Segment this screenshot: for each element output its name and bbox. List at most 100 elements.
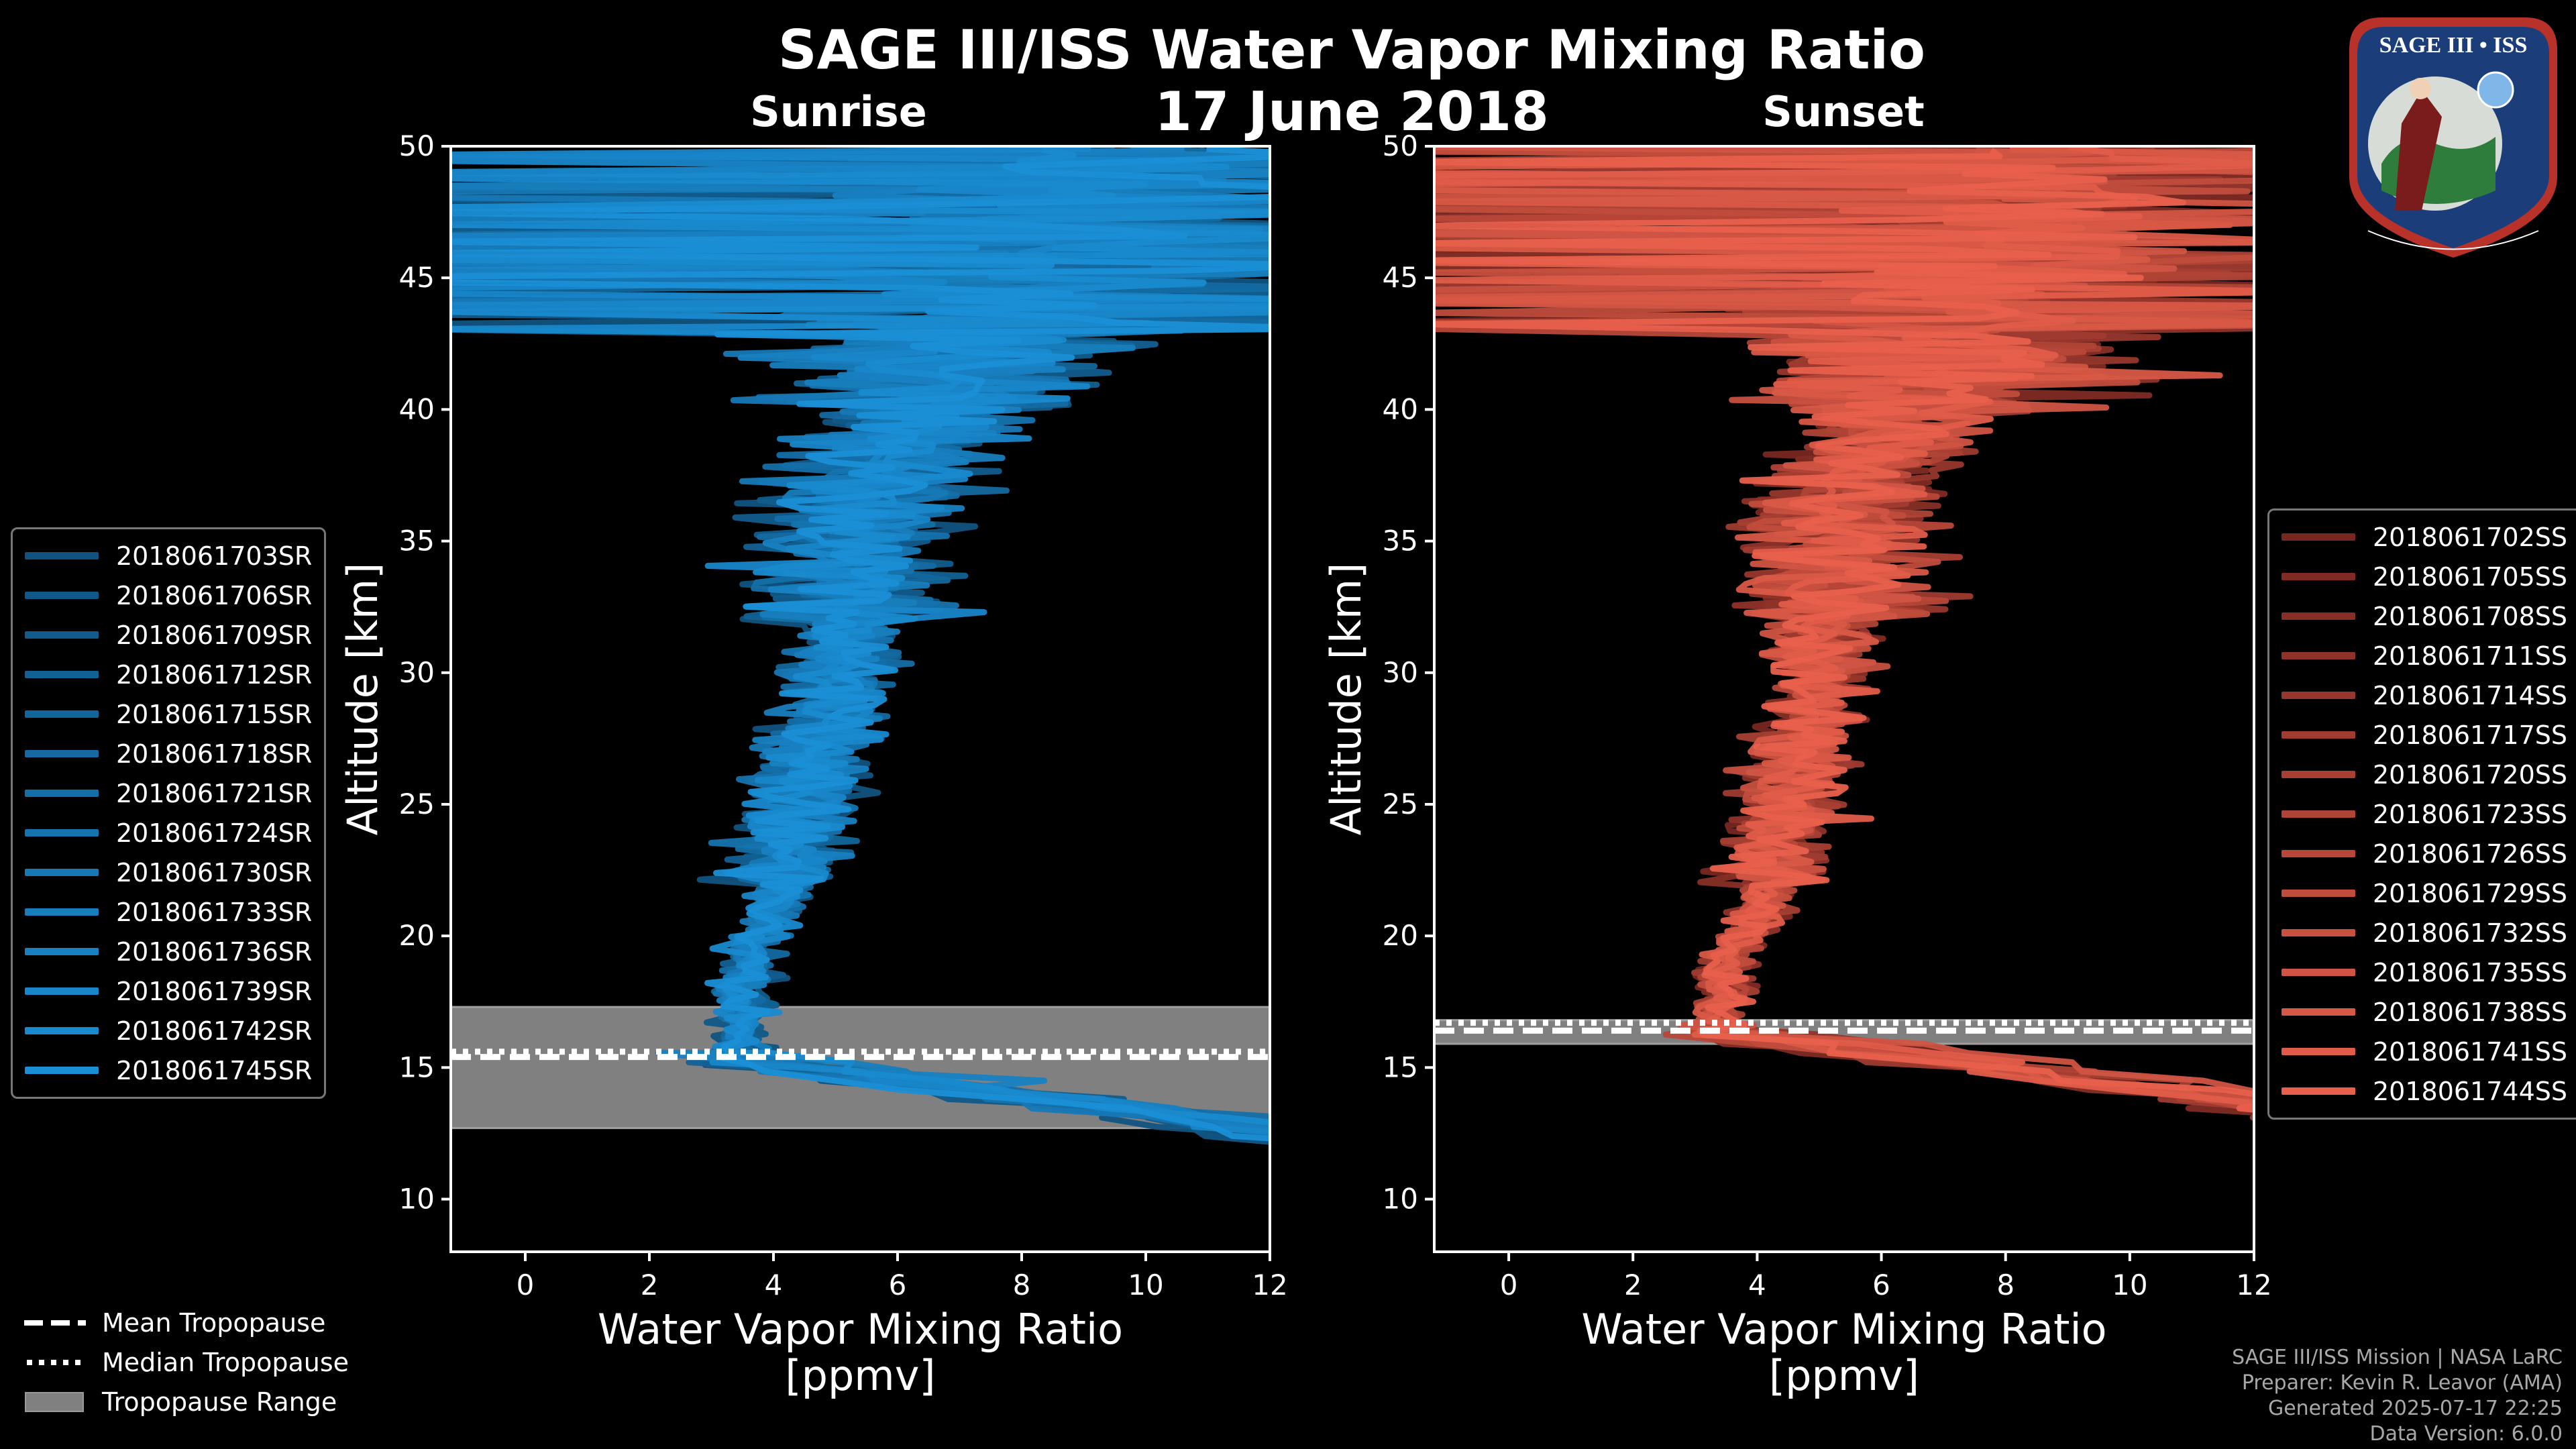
sunrise-xlabel-units: [ppmv] bbox=[785, 1351, 935, 1400]
sunset-panel-title: Sunset bbox=[1762, 87, 1925, 136]
legend-swatch bbox=[25, 631, 99, 639]
legend-swatch bbox=[25, 829, 99, 837]
chart-title: SAGE III/ISS Water Vapor Mixing Ratio bbox=[777, 19, 1926, 81]
legend-entry: 2018061715SR bbox=[25, 694, 312, 734]
sunrise-ytick-label: 30 bbox=[399, 656, 435, 689]
legend-label: 2018061709SR bbox=[116, 620, 313, 650]
sunrise-panel-title: Sunrise bbox=[750, 87, 927, 136]
legend-entry: 2018061720SS bbox=[2282, 755, 2567, 794]
sunrise-ytick-label: 15 bbox=[399, 1051, 435, 1083]
legend-label: 2018061717SS bbox=[2373, 720, 2568, 750]
legend-label: 2018061718SR bbox=[116, 739, 313, 769]
sunset-ytick-label: 15 bbox=[1383, 1051, 1418, 1083]
legend-entry: 2018061705SS bbox=[2282, 557, 2567, 596]
sage-iii-iss-mission-logo: SAGE III • ISS bbox=[2349, 17, 2557, 258]
legend-entry: 2018061739SR bbox=[25, 971, 312, 1011]
legend-entry: 2018061718SR bbox=[25, 734, 312, 773]
sunset-profile-2018061741SS bbox=[1434, 146, 2254, 1108]
legend-label: 2018061736SR bbox=[116, 936, 313, 967]
footer-mission: SAGE III/ISS Mission | NASA LaRC bbox=[2232, 1346, 2563, 1369]
legend-label: 2018061714SS bbox=[2373, 680, 2568, 710]
sunset-ytick-label: 25 bbox=[1383, 788, 1418, 820]
footer-generated: Generated 2025-07-17 22:25 bbox=[2267, 1397, 2563, 1420]
legend-swatch bbox=[25, 987, 99, 995]
sunset-xlabel-units: [ppmv] bbox=[1769, 1351, 1919, 1400]
sunset-xtick-label: 6 bbox=[1872, 1269, 1890, 1301]
legend-swatch bbox=[25, 1027, 99, 1034]
legend-entry: 2018061706SR bbox=[25, 576, 312, 615]
range-swatch bbox=[25, 1391, 84, 1412]
sunset-ytick-label: 45 bbox=[1383, 261, 1418, 294]
sunset-ytick-label: 35 bbox=[1383, 525, 1418, 557]
legend-mean-tropopause: Mean Tropopause bbox=[24, 1303, 349, 1342]
sunset-legend: 2018061702SS 2018061705SS 2018061708SS 2018… bbox=[2267, 508, 2576, 1120]
sunrise-ytick-label: 20 bbox=[399, 919, 435, 952]
legend-swatch bbox=[2282, 573, 2355, 580]
legend-label: 2018061742SR bbox=[116, 1016, 313, 1046]
legend-entry: 2018061744SS bbox=[2282, 1071, 2567, 1111]
legend-label: 2018061741SS bbox=[2373, 1036, 2568, 1067]
legend-label: 2018061711SS bbox=[2373, 641, 2568, 671]
sunrise-ytick-label: 25 bbox=[399, 788, 435, 820]
legend-entry: 2018061742SR bbox=[25, 1011, 312, 1051]
legend-label: 2018061715SR bbox=[116, 699, 313, 729]
legend-swatch bbox=[2282, 810, 2355, 818]
sunrise-plot-area: 10 15 20 25 30 35 40 45 50 0 2 4 6 8 10 12 Water Vapor M… bbox=[338, 129, 1288, 1400]
legend-entry: 2018061702SS bbox=[2282, 517, 2567, 557]
legend-entry: 2018061736SR bbox=[25, 932, 312, 971]
sunset-ytick-label: 30 bbox=[1383, 656, 1418, 689]
sunrise-profile-2018061745SR bbox=[451, 146, 1270, 1142]
sunrise-xtick-label: 4 bbox=[765, 1269, 783, 1301]
sunset-xlabel: Water Vapor Mixing Ratio bbox=[1581, 1305, 2106, 1354]
legend-swatch bbox=[25, 750, 99, 757]
legend-swatch bbox=[2282, 1008, 2355, 1016]
legend-label: 2018061705SS bbox=[2373, 561, 2568, 592]
sunset-ylabel: Altitude [km] bbox=[1322, 563, 1371, 836]
logo-text: SAGE III • ISS bbox=[2379, 33, 2528, 58]
legend-swatch bbox=[25, 592, 99, 599]
sunset-xtick-label: 0 bbox=[1500, 1269, 1518, 1301]
legend-label: 2018061726SS bbox=[2373, 839, 2568, 869]
legend-entry: 2018061738SS bbox=[2282, 992, 2567, 1032]
legend-mean-label: Mean Tropopause bbox=[102, 1307, 326, 1338]
legend-label: 2018061706SR bbox=[116, 580, 313, 610]
dashed-line-sample bbox=[24, 1320, 86, 1326]
sunset-xtick-label: 4 bbox=[1748, 1269, 1766, 1301]
legend-label: 2018061730SR bbox=[116, 857, 313, 888]
sunset-xtick-label: 2 bbox=[1624, 1269, 1642, 1301]
legend-range-label: Tropopause Range bbox=[102, 1387, 337, 1417]
legend-swatch bbox=[25, 948, 99, 955]
legend-label: 2018061735SS bbox=[2373, 957, 2568, 987]
legend-swatch bbox=[2282, 1087, 2355, 1095]
sunrise-ytick-label: 50 bbox=[399, 129, 435, 162]
legend-entry: 2018061711SS bbox=[2282, 636, 2567, 676]
footer-credits: SAGE III/ISS Mission | NASA LaRC Prepare… bbox=[2232, 1345, 2563, 1447]
legend-label: 2018061721SR bbox=[116, 778, 313, 808]
legend-entry: 2018061741SS bbox=[2282, 1032, 2567, 1071]
legend-swatch bbox=[2282, 533, 2355, 541]
sunset-xtick-label: 12 bbox=[2236, 1269, 2271, 1301]
sunset-axes-frame bbox=[1433, 145, 2255, 1253]
legend-entry: 2018061703SR bbox=[25, 536, 312, 576]
legend-swatch bbox=[2282, 890, 2355, 897]
legend-entry: 2018061712SR bbox=[25, 655, 312, 694]
sunset-plot-area: 10 15 20 25 30 35 40 45 50 0 2 4 6 8 10 12 Water Vapor M… bbox=[1322, 129, 2272, 1400]
legend-median-label: Median Tropopause bbox=[102, 1347, 349, 1377]
legend-swatch bbox=[25, 671, 99, 678]
footer-version: Data Version: 6.0.0 bbox=[2369, 1422, 2563, 1446]
legend-entry: 2018061726SS bbox=[2282, 834, 2567, 873]
legend-entry: 2018061745SR bbox=[25, 1051, 312, 1090]
legend-entry: 2018061732SS bbox=[2282, 913, 2567, 953]
legend-swatch bbox=[25, 908, 99, 916]
sunrise-ytick-label: 35 bbox=[399, 525, 435, 557]
legend-entry: 2018061724SR bbox=[25, 813, 312, 853]
sunset-ytick-label: 20 bbox=[1383, 919, 1418, 952]
sunrise-profiles bbox=[451, 146, 1270, 1145]
sunrise-xtick-label: 8 bbox=[1013, 1269, 1031, 1301]
legend-swatch bbox=[2282, 929, 2355, 936]
legend-label: 2018061745SR bbox=[116, 1055, 313, 1085]
legend-swatch bbox=[2282, 850, 2355, 857]
sunrise-xlabel: Water Vapor Mixing Ratio bbox=[598, 1305, 1123, 1354]
sunrise-ytick-label: 10 bbox=[399, 1183, 435, 1216]
sunrise-xtick-label: 12 bbox=[1252, 1269, 1287, 1301]
